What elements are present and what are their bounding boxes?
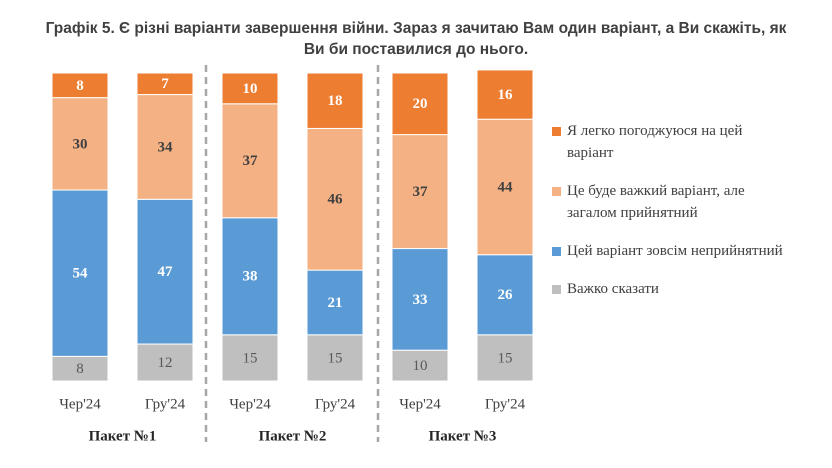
value-label: 12 <box>158 355 173 371</box>
value-label: 26 <box>498 287 514 303</box>
value-label: 10 <box>413 358 428 374</box>
bar-segment <box>136 72 194 96</box>
group-label: Пакет №1 <box>89 428 157 444</box>
value-label: 47 <box>158 264 174 280</box>
group-label: Пакет №2 <box>259 428 327 444</box>
bar-segment <box>306 127 364 271</box>
bar-segment <box>221 103 279 219</box>
bar-segment <box>221 217 279 336</box>
value-label: 16 <box>498 87 514 103</box>
bar-segment <box>306 72 364 129</box>
bar-segment <box>391 248 449 351</box>
value-label: 10 <box>243 81 258 97</box>
value-label: 8 <box>76 78 84 94</box>
bar-segment <box>51 189 109 357</box>
legend-swatch <box>552 285 561 294</box>
x-tick-label: Гру'24 <box>145 396 186 412</box>
legend-item: Цей варіант зовсім неприйнятний <box>552 240 792 262</box>
value-label: 37 <box>243 153 259 169</box>
bar-segment <box>136 343 194 382</box>
value-label: 15 <box>328 350 343 366</box>
x-tick-label: Гру'24 <box>315 396 356 412</box>
value-label: 54 <box>73 266 89 282</box>
chart-title: Графік 5. Є різні варіанти завершення ві… <box>45 20 787 58</box>
legend-item: Важко сказати <box>552 278 792 300</box>
legend-swatch <box>552 127 561 136</box>
value-label: 38 <box>243 269 258 285</box>
x-tick-label: Гру'24 <box>485 396 526 412</box>
x-tick-label: Чер'24 <box>399 396 441 412</box>
legend-label: Важко сказати <box>567 281 659 297</box>
value-label: 7 <box>161 76 169 92</box>
value-label: 37 <box>413 184 429 200</box>
value-label: 34 <box>158 139 174 155</box>
bar-segment <box>476 69 534 120</box>
legend-label: Цей варіант зовсім неприйнятний <box>567 243 783 259</box>
value-label: 33 <box>413 292 428 308</box>
x-tick-label: Чер'24 <box>229 396 271 412</box>
value-label: 15 <box>498 350 513 366</box>
value-label: 8 <box>76 361 84 377</box>
value-label: 15 <box>243 350 258 366</box>
legend-item: Я легко погоджуюся на цей варіант <box>552 120 792 164</box>
bar-segment <box>391 349 449 382</box>
value-label: 46 <box>328 192 344 208</box>
x-tick-label: Чер'24 <box>59 396 101 412</box>
value-label: 30 <box>73 136 88 152</box>
value-label: 20 <box>413 96 428 112</box>
bar-segment <box>306 269 364 336</box>
bar-segment <box>51 72 109 99</box>
bar-segment <box>221 72 279 105</box>
bar-segment <box>51 97 109 191</box>
legend-label: Це буде важкий варіант, але загалом прий… <box>567 183 745 221</box>
value-label: 21 <box>328 295 343 311</box>
bar-segment <box>391 134 449 250</box>
group-label: Пакет №3 <box>429 428 497 444</box>
bar-segment <box>476 254 534 336</box>
bar-segment <box>306 334 364 382</box>
legend-swatch <box>552 187 561 196</box>
legend-label: Я легко погоджуюся на цей варіант <box>567 123 743 161</box>
legend: Я легко погоджуюся на цей варіант Це буде… <box>552 120 792 316</box>
value-label: 44 <box>498 179 514 195</box>
bar-segment <box>136 198 194 345</box>
legend-item: Це буде важкий варіант, але загалом прий… <box>552 180 792 224</box>
bar-segment <box>136 94 194 200</box>
legend-swatch <box>552 247 561 256</box>
bar-segment <box>391 72 449 136</box>
bar-segment <box>221 334 279 382</box>
value-label: 18 <box>328 93 343 109</box>
